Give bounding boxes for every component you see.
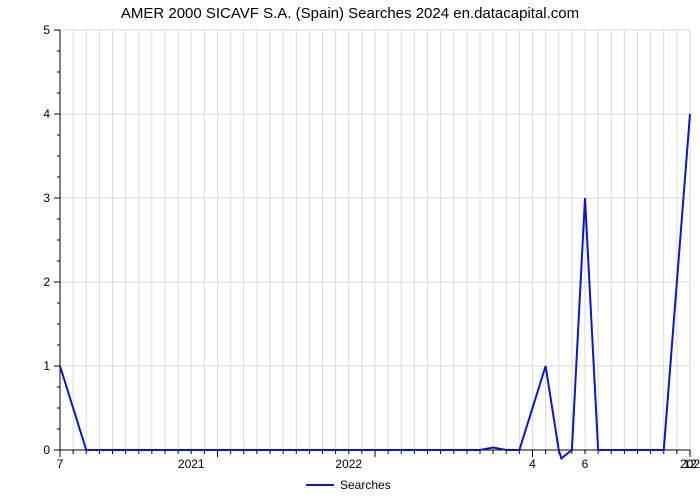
y-tick-label: 5 [43,23,50,37]
x-tick-label: 4 [529,457,536,471]
chart-bg [0,0,700,500]
x-year-label: 202 [680,457,700,471]
legend-label: Searches [340,478,391,492]
line-chart-svg: 0123457124620212022202AMER 2000 SICAVF S… [0,0,700,500]
y-tick-label: 4 [43,107,50,121]
x-tick-label: 6 [582,457,589,471]
chart-title: AMER 2000 SICAVF S.A. (Spain) Searches 2… [121,5,579,22]
x-year-label: 2022 [335,457,362,471]
x-year-label: 2021 [178,457,205,471]
chart-container: { "chart": { "type": "line", "title": "A… [0,0,700,500]
y-tick-label: 1 [43,359,50,373]
y-tick-label: 2 [43,275,50,289]
x-tick-label: 7 [57,457,64,471]
y-tick-label: 3 [43,191,50,205]
y-tick-label: 0 [43,443,50,457]
